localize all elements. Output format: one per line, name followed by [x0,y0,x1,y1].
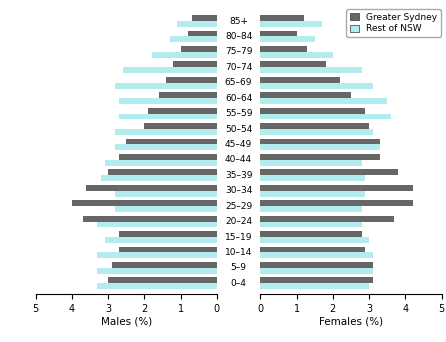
Bar [260,77,340,83]
Bar [181,46,217,52]
Bar [260,92,351,98]
Bar [260,262,373,268]
Bar [97,222,217,227]
Bar [260,160,362,166]
Bar [104,237,217,243]
Bar [119,247,217,252]
Bar [116,191,217,197]
Bar [260,144,380,150]
Bar [260,268,373,274]
Bar [260,67,362,73]
Bar [148,108,217,114]
Bar [97,252,217,258]
Text: 85+: 85+ [229,16,248,26]
Bar [260,175,365,181]
Bar [260,123,369,129]
Text: 70–74: 70–74 [225,63,252,72]
Bar [126,139,217,144]
X-axis label: Females (%): Females (%) [319,317,383,327]
Bar [170,37,217,42]
Bar [260,114,391,119]
Text: 15–19: 15–19 [225,233,252,241]
Bar [260,185,413,191]
Bar [97,268,217,274]
Bar [260,222,362,227]
Bar [260,247,365,252]
Bar [260,31,297,37]
Bar [119,154,217,160]
Bar [108,170,217,175]
Bar [260,46,307,52]
Bar [108,277,217,283]
Bar [260,62,326,67]
Bar [83,216,217,222]
Bar [145,123,217,129]
Bar [260,231,362,237]
Bar [116,144,217,150]
X-axis label: Males (%): Males (%) [101,317,152,327]
Bar [87,185,217,191]
Bar [191,15,217,21]
Bar [104,160,217,166]
Bar [177,21,217,27]
Text: 65–69: 65–69 [225,78,252,87]
Bar [260,170,398,175]
Text: 5–9: 5–9 [231,263,247,272]
Bar [260,216,394,222]
Bar [260,37,315,42]
Text: 35–39: 35–39 [225,171,252,180]
Bar [260,206,362,212]
Text: 20–24: 20–24 [225,217,252,226]
Bar [260,83,373,89]
Text: 25–29: 25–29 [225,202,252,211]
Bar [116,129,217,135]
Bar [72,200,217,206]
Bar [260,108,365,114]
Bar [159,92,217,98]
Bar [188,31,217,37]
Legend: Greater Sydney, Rest of NSW: Greater Sydney, Rest of NSW [346,9,441,37]
Bar [152,52,217,58]
Bar [260,191,365,197]
Text: 45–49: 45–49 [225,140,252,149]
Bar [112,262,217,268]
Bar [260,237,369,243]
Text: 30–34: 30–34 [225,186,252,195]
Bar [101,175,217,181]
Bar [260,154,380,160]
Text: 10–14: 10–14 [225,248,252,257]
Bar [260,200,413,206]
Bar [116,206,217,212]
Bar [119,114,217,119]
Bar [119,98,217,104]
Bar [260,15,304,21]
Bar [260,277,373,283]
Text: 60–64: 60–64 [225,94,252,103]
Bar [166,77,217,83]
Text: 80–84: 80–84 [225,32,252,41]
Bar [260,252,373,258]
Bar [260,129,373,135]
Bar [119,231,217,237]
Bar [123,67,217,73]
Bar [260,21,322,27]
Bar [116,83,217,89]
Text: 55–59: 55–59 [225,109,252,118]
Bar [260,52,333,58]
Bar [260,283,369,289]
Text: 40–44: 40–44 [225,155,252,165]
Bar [173,62,217,67]
Text: 0–4: 0–4 [231,279,247,288]
Text: 50–54: 50–54 [225,124,252,133]
Bar [97,283,217,289]
Text: 75–79: 75–79 [225,48,252,56]
Bar [260,139,380,144]
Bar [260,98,387,104]
